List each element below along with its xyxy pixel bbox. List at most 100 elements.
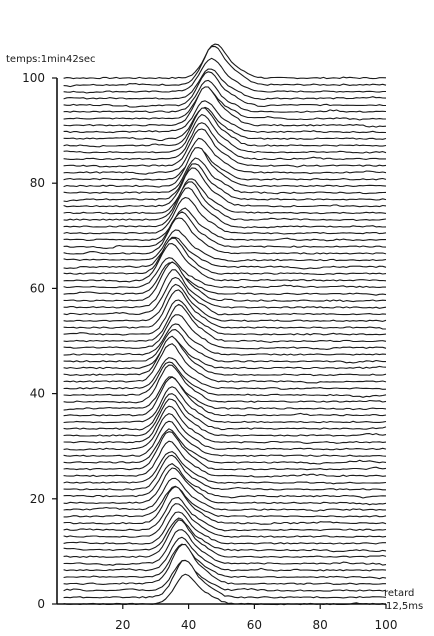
x-axis-label-line-2: 12,5ms [386, 601, 423, 612]
trace-line [63, 420, 387, 457]
y-tick-label: 100 [22, 71, 45, 85]
trace-fill [63, 529, 386, 566]
trace-line [63, 451, 387, 485]
trace-fill [63, 537, 386, 571]
trace-line [63, 376, 387, 417]
y-tick-label: 40 [30, 387, 45, 401]
trace-line [63, 87, 387, 121]
trace-line [63, 283, 387, 322]
trace-line [63, 237, 387, 276]
trace-line [63, 113, 387, 154]
trace-line [63, 276, 387, 316]
trace-line [63, 207, 387, 242]
trace-line [63, 262, 387, 296]
trace-group [63, 43, 387, 606]
trace-line [63, 357, 387, 390]
trace-fill [63, 362, 386, 398]
trace-line [63, 187, 387, 229]
y-tick-label: 80 [30, 176, 45, 190]
trace-line [63, 503, 387, 538]
trace-line [63, 79, 387, 113]
trace-fill [63, 114, 386, 153]
trace-line [63, 167, 387, 208]
trace-fill [63, 289, 386, 329]
trace-line [63, 163, 387, 203]
trace-line [63, 137, 387, 175]
trace-fill [63, 269, 386, 309]
trace-fill [63, 486, 386, 525]
trace-line [63, 181, 387, 222]
x-tick-label: 80 [313, 618, 328, 632]
trace-line [63, 211, 387, 249]
trace-fill [63, 393, 386, 430]
trace-line [63, 289, 386, 330]
trace-fill [63, 468, 386, 505]
trace-fill [63, 376, 386, 416]
trace-line [63, 269, 387, 309]
trace-line [63, 157, 387, 195]
trace-line [63, 122, 386, 161]
trace-line [63, 517, 387, 553]
trace-fill [63, 486, 386, 517]
trace-fill [63, 69, 386, 100]
trace-fill [63, 406, 386, 444]
trace-line [63, 440, 387, 478]
x-tick-label: 60 [247, 618, 262, 632]
chart-title: temps:1min42sec [6, 54, 96, 65]
trace-line [63, 128, 387, 168]
trace-line [63, 559, 387, 592]
trace-line [63, 497, 387, 532]
trace-fill [63, 238, 386, 275]
trace-fill [63, 451, 386, 484]
trace-line [63, 467, 387, 506]
trace-line [63, 100, 387, 134]
trace-line [63, 519, 387, 558]
trace-line [63, 261, 387, 303]
trace-line [63, 147, 387, 188]
trace-line [63, 393, 387, 431]
trace-line [63, 485, 387, 518]
trace-line [63, 196, 387, 235]
trace-fill [63, 421, 386, 457]
trace-line [63, 86, 387, 128]
trace-line [63, 217, 387, 255]
trace-fill [63, 147, 386, 188]
trace-fill [63, 46, 386, 87]
trace-fill [63, 229, 386, 262]
trace-line [63, 536, 387, 572]
tick-group: 20 40 60 80 100 0 20 40 60 80 100 [22, 71, 397, 632]
trace-fill [63, 58, 386, 93]
trace-line [63, 398, 387, 437]
trace-line [63, 485, 387, 525]
trace-fill [63, 304, 386, 343]
trace-fill [63, 163, 386, 202]
trace-line [63, 148, 387, 181]
trace-line [63, 243, 387, 283]
trace-line [63, 463, 387, 499]
trace-line [63, 511, 386, 545]
axes-group [56, 78, 386, 605]
trace-line [63, 43, 387, 80]
trace-fill [63, 365, 386, 403]
trace-fill [63, 544, 386, 579]
trace-line [63, 376, 387, 411]
trace-fill [63, 314, 386, 350]
trace-fill [63, 86, 386, 128]
trace-fill [63, 338, 386, 369]
trace-line [63, 543, 386, 585]
trace-fill [63, 122, 386, 160]
x-axis-label-line-1: retard [384, 588, 414, 599]
trace-line [63, 323, 387, 356]
trace-line [63, 107, 387, 148]
trace-fill [63, 336, 386, 376]
trace-line [63, 343, 387, 384]
trace-line [63, 178, 387, 215]
trace-fill [63, 357, 386, 390]
trace-line [63, 337, 387, 370]
trace-line [63, 543, 387, 580]
y-tick-label: 20 [30, 492, 45, 506]
trace-line [63, 236, 387, 270]
trace-line [63, 428, 387, 465]
